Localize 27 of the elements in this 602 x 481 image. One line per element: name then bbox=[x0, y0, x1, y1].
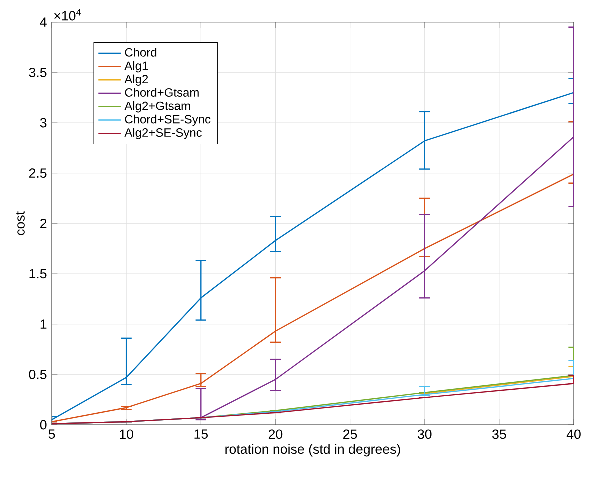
y-axis-title: cost bbox=[16, 212, 25, 236]
y-tick-label: 3.5 bbox=[29, 68, 47, 78]
x-tick-label: 35 bbox=[492, 430, 506, 440]
legend-label: Alg2 bbox=[124, 74, 148, 86]
y-tick-label: 1.5 bbox=[30, 269, 47, 279]
y-tick-label: 3 bbox=[40, 118, 47, 128]
y-tick-label: 0 bbox=[40, 420, 47, 430]
x-tick-label: 25 bbox=[344, 430, 358, 440]
y-tick-label: 4 bbox=[40, 18, 47, 27]
legend-label: Alg2+Gtsam bbox=[124, 102, 190, 113]
legend-label: Alg1 bbox=[124, 61, 148, 73]
x-axis-title: rotation noise (std in degrees) bbox=[226, 444, 400, 457]
legend-label: Alg2+SE-Sync bbox=[124, 128, 202, 140]
y-tick-label: 2 bbox=[40, 219, 47, 228]
text: ×10$^{4}$ bbox=[54, 9, 82, 21]
legend-label: Chord+Gtsam bbox=[125, 88, 199, 97]
x-tick-label: 40 bbox=[566, 430, 581, 440]
y-tick-label: 2.5 bbox=[29, 168, 47, 178]
x-tick-label: 20 bbox=[268, 430, 283, 440]
legend-label: Chord bbox=[125, 48, 157, 57]
x-tick-label: 10 bbox=[120, 430, 134, 440]
x-tick-label: 15 bbox=[194, 430, 208, 440]
y-tick-label: 1 bbox=[40, 320, 47, 329]
legend-label: Chord+SE-Sync bbox=[125, 114, 211, 126]
y-tick-label: 0.5 bbox=[29, 370, 47, 380]
x-tick-label: 30 bbox=[418, 430, 432, 440]
x-tick-label: 5 bbox=[48, 430, 56, 440]
